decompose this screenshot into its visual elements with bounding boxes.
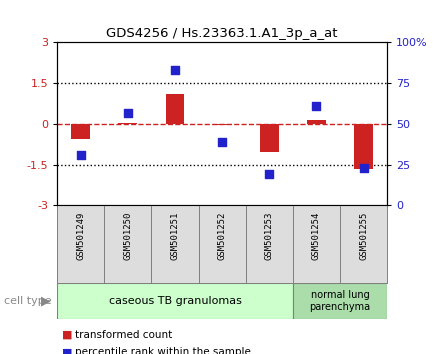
Bar: [151, 205, 198, 283]
Text: ■: ■: [62, 347, 72, 354]
Bar: [57, 283, 293, 319]
Bar: [71, 124, 90, 139]
Bar: [293, 205, 340, 283]
Text: GSM501253: GSM501253: [265, 212, 274, 260]
Point: [266, 172, 273, 177]
Text: percentile rank within the sample: percentile rank within the sample: [75, 347, 251, 354]
Text: ▶: ▶: [41, 295, 51, 307]
Point: [219, 139, 226, 145]
Bar: [307, 120, 326, 124]
Bar: [198, 205, 246, 283]
Text: GSM501250: GSM501250: [123, 212, 132, 260]
Bar: [260, 124, 279, 152]
Title: GDS4256 / Hs.23363.1.A1_3p_a_at: GDS4256 / Hs.23363.1.A1_3p_a_at: [106, 27, 338, 40]
Bar: [104, 205, 151, 283]
Bar: [213, 124, 231, 125]
Text: cell type: cell type: [4, 296, 52, 306]
Text: GSM501252: GSM501252: [218, 212, 227, 260]
Point: [172, 67, 179, 73]
Text: GSM501254: GSM501254: [312, 212, 321, 260]
Text: GSM501255: GSM501255: [359, 212, 368, 260]
Bar: [57, 205, 104, 283]
Text: transformed count: transformed count: [75, 330, 172, 339]
Point: [77, 152, 84, 158]
Bar: [246, 205, 293, 283]
Bar: [165, 94, 184, 124]
Bar: [354, 124, 373, 169]
Point: [360, 165, 367, 171]
Bar: [340, 205, 387, 283]
Text: ■: ■: [62, 330, 72, 339]
Point: [125, 110, 132, 115]
Text: normal lung
parenchyma: normal lung parenchyma: [309, 290, 370, 312]
Bar: [293, 283, 387, 319]
Text: GSM501251: GSM501251: [171, 212, 180, 260]
Bar: [118, 122, 137, 124]
Text: caseous TB granulomas: caseous TB granulomas: [109, 296, 242, 306]
Text: GSM501249: GSM501249: [76, 212, 85, 260]
Point: [313, 103, 320, 109]
